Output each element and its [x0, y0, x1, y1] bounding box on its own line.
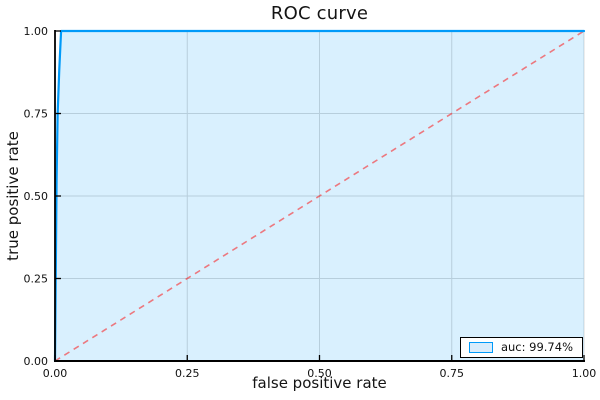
y-tick-label: 0.00 — [24, 355, 49, 368]
x-tick-label: 0.75 — [440, 367, 465, 380]
roc-curve-line — [53, 29, 586, 363]
y-tick-label: 0.75 — [24, 108, 49, 121]
y-tick-label: 0.50 — [24, 190, 49, 203]
x-tick-label: 0.50 — [307, 367, 332, 380]
x-tick-label: 0.25 — [175, 367, 200, 380]
legend-label: auc: 99.74% — [500, 339, 573, 354]
x-axis-label: false positive rate — [252, 374, 387, 392]
chart-title: ROC curve — [270, 3, 369, 24]
y-tick-label: 0.25 — [24, 273, 49, 286]
x-tick-label: 0.00 — [43, 367, 68, 380]
y-axis-label: true positive rate — [4, 131, 22, 261]
x-tick-label: 1.00 — [572, 367, 597, 380]
chance-diagonal-line — [54, 30, 585, 362]
legend: auc: 99.74% — [459, 336, 583, 358]
y-tick-label: 1.00 — [24, 25, 49, 38]
legend-swatch — [468, 341, 493, 353]
